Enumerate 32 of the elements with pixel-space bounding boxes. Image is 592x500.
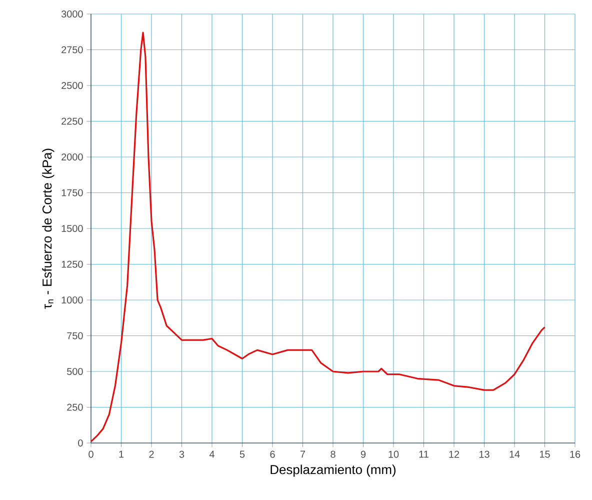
y-tick-label: 2250	[62, 118, 83, 125]
y-tick-label: 1250	[62, 260, 83, 268]
x-tick-label: 2	[149, 450, 154, 458]
y-tick-label: 0	[78, 439, 83, 447]
x-axis-title: Desplazamiento (mm)	[270, 464, 396, 477]
y-tick-label: 3000	[61, 10, 83, 18]
x-tick-label: 8	[330, 450, 336, 458]
y-axis-title: τ$_{n}$ - Esfuerzo de Corte (kPa)	[42, 148, 54, 309]
x-tick-label: 4	[209, 450, 214, 458]
x-tick-label: 10	[388, 450, 399, 458]
y-tick-label: 500	[67, 368, 83, 376]
x-tick-label: 11	[419, 450, 428, 458]
y-tick-label: 1500	[62, 224, 83, 232]
x-tick-label: 5	[240, 450, 245, 458]
x-tick-label: 15	[540, 450, 550, 458]
x-tick-label: 1	[119, 450, 124, 458]
x-tick-label: 14	[510, 450, 520, 458]
x-tick-label: 13	[479, 450, 490, 458]
x-tick-label: 6	[270, 450, 275, 458]
x-tick-label: 12	[449, 450, 460, 458]
x-tick-label: 3	[179, 450, 184, 458]
y-tick-label: 750	[67, 332, 83, 340]
y-tick-label: 250	[67, 404, 83, 411]
x-tick-label: 9	[360, 450, 366, 458]
x-tick-label: 7	[300, 450, 306, 458]
x-tick-label: 16	[570, 450, 580, 458]
x-tick-label: 0	[88, 450, 94, 458]
y-tick-label: 2750	[62, 46, 83, 54]
y-tick-label: 1750	[62, 189, 83, 196]
y-tick-label: 1000	[62, 296, 83, 304]
y-tick-label: 2000	[62, 153, 83, 161]
y-tick-label: 2500	[62, 82, 83, 90]
